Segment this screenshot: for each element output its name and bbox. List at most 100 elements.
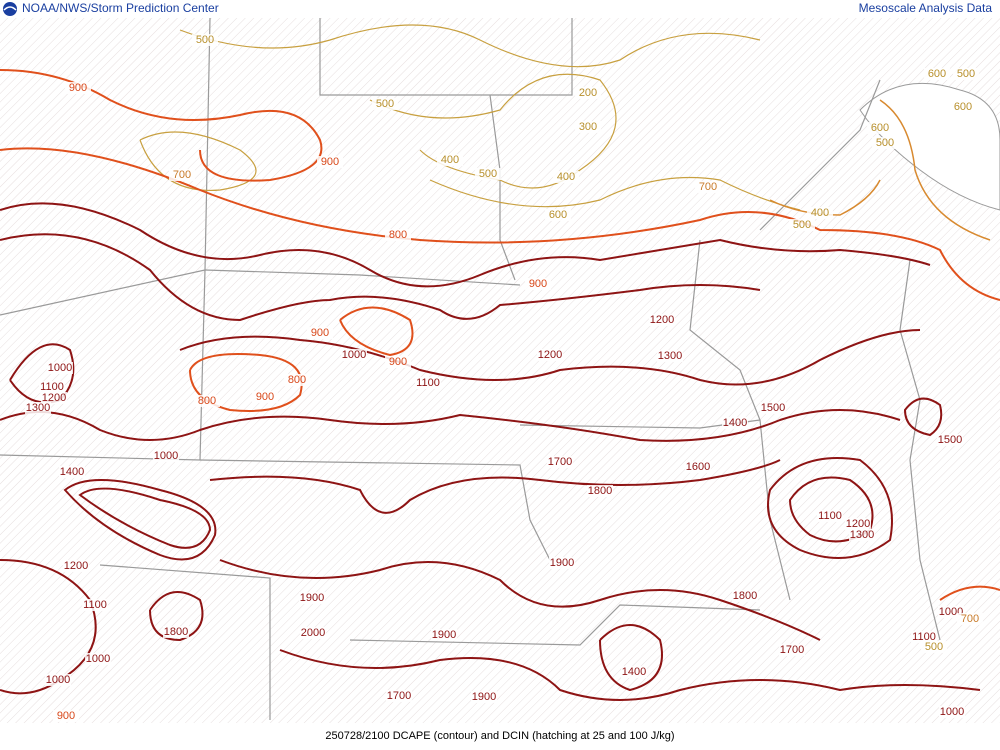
label-backing bbox=[525, 278, 551, 290]
label-backing bbox=[537, 349, 563, 361]
label-backing bbox=[299, 592, 325, 604]
contour-label: 600 bbox=[871, 122, 889, 134]
label-backing bbox=[385, 229, 411, 241]
label-backing bbox=[163, 626, 189, 638]
label-backing bbox=[545, 209, 571, 221]
contour-label: 500 bbox=[793, 219, 811, 231]
contour-label: 1200 bbox=[650, 314, 674, 326]
label-backing bbox=[549, 557, 575, 569]
contour-label: 400 bbox=[557, 171, 575, 183]
contour-label: 500 bbox=[925, 641, 943, 653]
contour-label: 1700 bbox=[387, 690, 411, 702]
label-backing bbox=[385, 356, 411, 368]
contour-label: 1900 bbox=[300, 592, 324, 604]
label-backing bbox=[82, 599, 108, 611]
contour-label: 600 bbox=[549, 209, 567, 221]
label-backing bbox=[153, 450, 179, 462]
contour-label: 800 bbox=[288, 374, 306, 386]
label-backing bbox=[300, 627, 326, 639]
label-backing bbox=[939, 706, 965, 718]
label-backing bbox=[872, 137, 898, 149]
contour-label: 500 bbox=[479, 168, 497, 180]
label-backing bbox=[695, 181, 721, 193]
label-backing bbox=[937, 434, 963, 446]
contour-label: 1000 bbox=[342, 349, 366, 361]
label-backing bbox=[252, 391, 278, 403]
contour-label: 900 bbox=[321, 156, 339, 168]
contour-label: 900 bbox=[256, 391, 274, 403]
contour-label: 700 bbox=[699, 181, 717, 193]
contour-label: 1800 bbox=[733, 590, 757, 602]
contour-label: 1400 bbox=[60, 466, 84, 478]
contour-label: 1800 bbox=[164, 626, 188, 638]
lake bbox=[859, 82, 1000, 211]
label-backing bbox=[911, 631, 937, 643]
contour-label: 1300 bbox=[26, 402, 50, 414]
label-backing bbox=[553, 171, 579, 183]
label-backing bbox=[867, 122, 893, 134]
contour-label: 1000 bbox=[940, 706, 964, 718]
contour-label: 1300 bbox=[658, 350, 682, 362]
dcin-hatching bbox=[0, 18, 1000, 723]
contour-label: 1600 bbox=[686, 461, 710, 473]
contour-label: 800 bbox=[198, 395, 216, 407]
contour-label: 1400 bbox=[723, 417, 747, 429]
contour-label: 1100 bbox=[83, 599, 107, 611]
contour-label: 500 bbox=[376, 98, 394, 110]
label-backing bbox=[284, 374, 310, 386]
contour-label: 2000 bbox=[301, 627, 325, 639]
label-backing bbox=[39, 381, 65, 393]
label-backing bbox=[85, 653, 111, 665]
contour-label: 1900 bbox=[472, 691, 496, 703]
label-backing bbox=[953, 68, 979, 80]
contour-label: 900 bbox=[311, 327, 329, 339]
label-backing bbox=[372, 98, 398, 110]
label-backing bbox=[587, 485, 613, 497]
label-backing bbox=[657, 350, 683, 362]
label-backing bbox=[547, 456, 573, 468]
label-backing bbox=[317, 156, 343, 168]
label-backing bbox=[924, 68, 950, 80]
label-backing bbox=[59, 466, 85, 478]
contour-label: 400 bbox=[441, 154, 459, 166]
contour-label: 900 bbox=[389, 356, 407, 368]
label-backing bbox=[415, 377, 441, 389]
label-backing bbox=[685, 461, 711, 473]
contour-label: 1500 bbox=[938, 434, 962, 446]
label-backing bbox=[65, 82, 91, 94]
contour-label: 1200 bbox=[538, 349, 562, 361]
label-backing bbox=[845, 518, 871, 530]
contour-label: 1200 bbox=[846, 518, 870, 530]
contour-label: 1900 bbox=[432, 629, 456, 641]
header-product: Mesoscale Analysis Data bbox=[859, 1, 993, 15]
contour-label: 800 bbox=[389, 229, 407, 241]
label-backing bbox=[789, 219, 815, 231]
label-backing bbox=[957, 613, 983, 625]
label-backing bbox=[732, 590, 758, 602]
label-backing bbox=[921, 641, 947, 653]
contour-label: 300 bbox=[579, 121, 597, 133]
contour-label: 1000 bbox=[46, 674, 70, 686]
contour-label: 500 bbox=[957, 68, 975, 80]
contour-label: 1700 bbox=[780, 644, 804, 656]
contour-label: 600 bbox=[954, 101, 972, 113]
label-backing bbox=[431, 629, 457, 641]
contour-label: 500 bbox=[876, 137, 894, 149]
label-backing bbox=[53, 710, 79, 722]
label-backing bbox=[41, 392, 67, 404]
contour-label: 1000 bbox=[48, 362, 72, 374]
contour-label: 1700 bbox=[548, 456, 572, 468]
label-backing bbox=[621, 666, 647, 678]
footer-band bbox=[0, 723, 1000, 750]
contour-label: 1100 bbox=[416, 377, 440, 389]
label-backing bbox=[575, 87, 601, 99]
label-backing bbox=[437, 154, 463, 166]
label-backing bbox=[817, 510, 843, 522]
label-backing bbox=[25, 402, 51, 414]
label-backing bbox=[307, 327, 333, 339]
contour-label: 700 bbox=[961, 613, 979, 625]
contour-label: 1100 bbox=[912, 631, 936, 643]
noaa-logo-mark bbox=[3, 6, 17, 11]
